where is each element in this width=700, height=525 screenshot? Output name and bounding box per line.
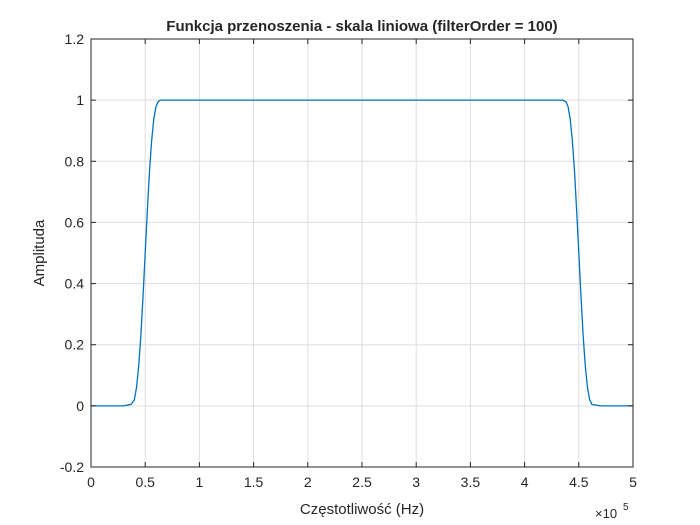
y-tick-label: 1 xyxy=(76,92,84,108)
y-tick-label: 0 xyxy=(76,398,84,414)
x-tick-labels: 0 0.5 1 1.5 2 2.5 3 3.5 4 4.5 5 xyxy=(87,474,637,490)
y-tick-label: 0.8 xyxy=(65,153,85,169)
x-tick-label: 1 xyxy=(196,474,204,490)
chart-title: Funkcja przenoszenia - skala liniowa (fi… xyxy=(166,18,557,35)
x-tick-label: 3 xyxy=(412,474,420,490)
x-tick-label: 2.5 xyxy=(352,474,372,490)
x-axis-label: Częstotliwość (Hz) xyxy=(300,501,424,518)
y-tick-label: 0.4 xyxy=(65,276,85,292)
x-exponent-power: 5 xyxy=(623,502,629,513)
x-exponent-base: ×10 xyxy=(595,506,617,521)
x-tick-label: 0.5 xyxy=(135,474,155,490)
y-tick-label: -0.2 xyxy=(60,459,84,475)
y-tick-labels: -0.2 0 0.2 0.4 0.6 0.8 1 1.2 xyxy=(60,31,84,475)
tick-marks xyxy=(90,38,634,468)
x-tick-label: 4 xyxy=(521,474,529,490)
y-tick-label: 0.2 xyxy=(65,337,85,353)
x-tick-label: 0 xyxy=(87,474,95,490)
x-tick-label: 4.5 xyxy=(569,474,589,490)
x-tick-label: 5 xyxy=(629,474,637,490)
x-tick-label: 3.5 xyxy=(461,474,481,490)
y-tick-label: 1.2 xyxy=(65,31,85,47)
y-tick-label: 0.6 xyxy=(65,214,85,230)
x-tick-label: 1.5 xyxy=(244,474,264,490)
series-layer xyxy=(91,99,633,407)
x-tick-label: 2 xyxy=(304,474,312,490)
series-line xyxy=(91,99,633,407)
y-axis-label: Amplituda xyxy=(31,219,48,286)
